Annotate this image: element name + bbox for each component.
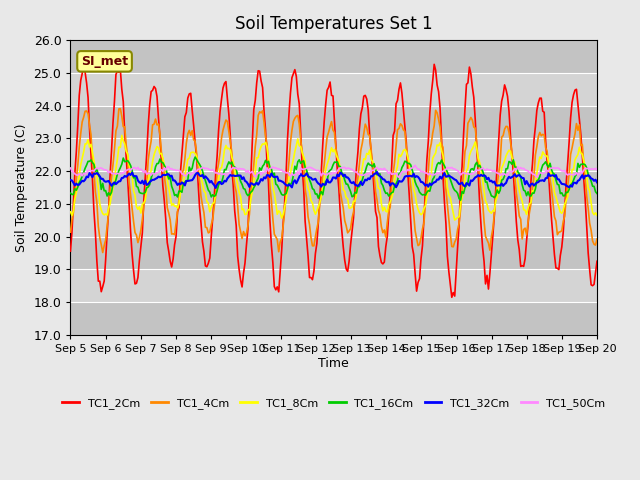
- TC1_50Cm: [223, 171, 231, 177]
- TC1_4Cm: [253, 132, 260, 137]
- TC1_4Cm: [300, 162, 307, 168]
- TC1_8Cm: [67, 209, 74, 215]
- TC1_2Cm: [67, 248, 74, 254]
- TC1_4Cm: [116, 106, 124, 111]
- Line: TC1_8Cm: TC1_8Cm: [70, 135, 597, 220]
- TC1_16Cm: [243, 191, 250, 196]
- Text: SI_met: SI_met: [81, 55, 128, 68]
- TC1_16Cm: [593, 191, 601, 196]
- TC1_50Cm: [241, 167, 249, 173]
- TC1_16Cm: [67, 190, 74, 196]
- TC1_32Cm: [252, 181, 259, 187]
- TC1_32Cm: [567, 182, 575, 188]
- TC1_2Cm: [448, 294, 456, 300]
- TC1_50Cm: [131, 165, 139, 170]
- TC1_8Cm: [243, 211, 250, 217]
- X-axis label: Time: Time: [318, 357, 349, 370]
- Bar: [70, 237, 597, 269]
- Bar: [70, 171, 597, 204]
- TC1_32Cm: [243, 179, 250, 185]
- TC1_4Cm: [227, 138, 234, 144]
- TC1_2Cm: [430, 61, 438, 67]
- Legend: TC1_2Cm, TC1_4Cm, TC1_8Cm, TC1_16Cm, TC1_32Cm, TC1_50Cm: TC1_2Cm, TC1_4Cm, TC1_8Cm, TC1_16Cm, TC1…: [58, 393, 610, 413]
- TC1_16Cm: [567, 182, 575, 188]
- TC1_50Cm: [67, 165, 74, 171]
- Title: Soil Temperatures Set 1: Soil Temperatures Set 1: [235, 15, 433, 33]
- TC1_50Cm: [567, 172, 575, 178]
- Bar: [70, 40, 597, 73]
- TC1_50Cm: [395, 175, 403, 180]
- Line: TC1_50Cm: TC1_50Cm: [70, 166, 597, 178]
- Bar: [70, 106, 597, 138]
- TC1_4Cm: [67, 229, 74, 235]
- TC1_8Cm: [132, 204, 140, 209]
- Bar: [70, 269, 597, 302]
- TC1_2Cm: [223, 96, 231, 101]
- TC1_32Cm: [373, 169, 381, 175]
- Line: TC1_4Cm: TC1_4Cm: [70, 108, 597, 252]
- TC1_50Cm: [297, 165, 305, 171]
- Line: TC1_2Cm: TC1_2Cm: [70, 64, 597, 297]
- TC1_4Cm: [134, 240, 142, 245]
- TC1_16Cm: [131, 174, 139, 180]
- TC1_2Cm: [250, 107, 258, 112]
- TC1_2Cm: [241, 260, 249, 266]
- TC1_8Cm: [593, 213, 601, 218]
- TC1_16Cm: [298, 159, 306, 165]
- TC1_2Cm: [131, 281, 139, 287]
- TC1_32Cm: [298, 173, 306, 179]
- TC1_2Cm: [297, 131, 305, 137]
- TC1_16Cm: [457, 197, 465, 203]
- Bar: [70, 73, 597, 106]
- Line: TC1_32Cm: TC1_32Cm: [70, 172, 597, 188]
- TC1_4Cm: [244, 223, 252, 228]
- TC1_32Cm: [593, 180, 601, 185]
- TC1_8Cm: [298, 150, 306, 156]
- TC1_8Cm: [118, 132, 125, 138]
- TC1_16Cm: [191, 154, 199, 160]
- Y-axis label: Soil Temperature (C): Soil Temperature (C): [15, 123, 28, 252]
- TC1_50Cm: [250, 172, 258, 178]
- Line: TC1_16Cm: TC1_16Cm: [70, 157, 597, 200]
- TC1_4Cm: [567, 152, 575, 157]
- TC1_32Cm: [212, 185, 220, 191]
- TC1_8Cm: [252, 170, 259, 176]
- TC1_50Cm: [412, 163, 419, 168]
- Bar: [70, 302, 597, 335]
- TC1_50Cm: [593, 167, 601, 173]
- TC1_32Cm: [67, 177, 74, 183]
- TC1_8Cm: [567, 185, 575, 191]
- TC1_32Cm: [225, 174, 233, 180]
- Bar: [70, 204, 597, 237]
- TC1_8Cm: [225, 145, 233, 151]
- TC1_16Cm: [225, 159, 233, 165]
- TC1_8Cm: [451, 217, 459, 223]
- TC1_16Cm: [252, 182, 259, 188]
- TC1_4Cm: [99, 250, 107, 255]
- TC1_2Cm: [567, 115, 575, 121]
- TC1_32Cm: [131, 173, 139, 179]
- TC1_4Cm: [593, 236, 601, 242]
- Bar: [70, 138, 597, 171]
- TC1_2Cm: [593, 258, 601, 264]
